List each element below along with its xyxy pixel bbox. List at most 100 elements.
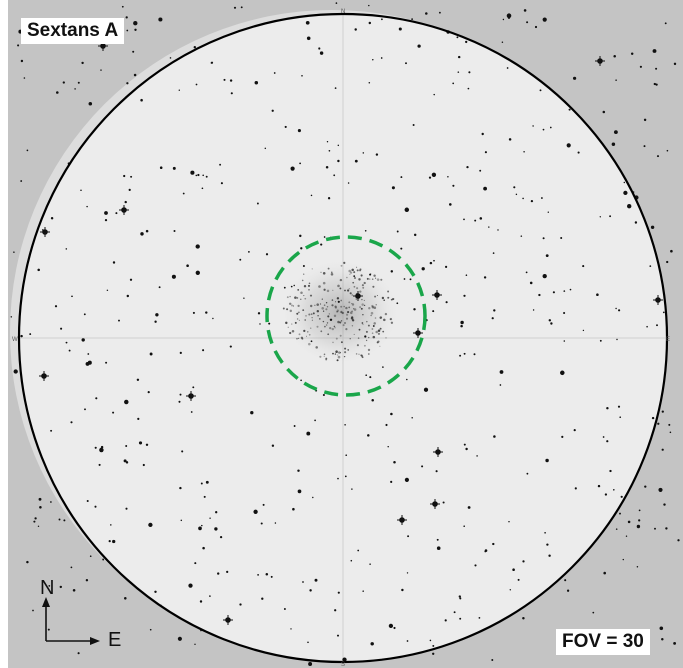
star bbox=[212, 317, 214, 320]
galaxy-speck bbox=[300, 298, 302, 300]
star bbox=[99, 447, 104, 453]
galaxy-speck bbox=[361, 322, 364, 324]
galaxy-speck bbox=[341, 311, 345, 315]
galaxy-speck bbox=[376, 278, 380, 281]
star bbox=[314, 419, 316, 422]
star bbox=[623, 190, 628, 196]
star bbox=[290, 166, 295, 171]
star bbox=[474, 219, 477, 222]
star bbox=[345, 454, 348, 457]
bright-star bbox=[653, 295, 663, 305]
star bbox=[199, 600, 203, 603]
galaxy-speck bbox=[316, 303, 319, 306]
star bbox=[98, 463, 101, 466]
galaxy-speck bbox=[377, 329, 381, 333]
galaxy-speck bbox=[354, 277, 356, 279]
star bbox=[17, 44, 20, 47]
compass-rose: N E bbox=[30, 575, 130, 655]
galaxy-speck bbox=[307, 284, 311, 287]
star bbox=[468, 71, 471, 74]
star bbox=[429, 639, 432, 642]
star bbox=[380, 57, 383, 59]
star bbox=[613, 130, 618, 135]
galaxy-speck bbox=[327, 267, 330, 270]
star bbox=[568, 108, 571, 111]
galaxy-speck bbox=[348, 269, 351, 273]
star bbox=[50, 217, 54, 220]
galaxy-speck bbox=[339, 287, 342, 290]
star bbox=[337, 144, 340, 147]
star bbox=[650, 225, 655, 230]
star bbox=[130, 175, 133, 178]
galaxy-speck bbox=[308, 333, 311, 336]
star bbox=[396, 230, 399, 233]
galaxy-speck bbox=[325, 301, 328, 304]
star bbox=[334, 609, 337, 612]
star bbox=[499, 384, 502, 386]
star bbox=[300, 247, 303, 250]
star bbox=[465, 447, 468, 451]
star bbox=[465, 40, 468, 44]
star bbox=[432, 652, 435, 655]
star bbox=[136, 378, 140, 382]
star bbox=[512, 568, 515, 571]
star bbox=[283, 286, 286, 289]
galaxy-speck bbox=[361, 284, 364, 287]
star bbox=[336, 634, 340, 637]
star bbox=[158, 286, 161, 289]
star bbox=[459, 617, 462, 620]
galaxy-speck bbox=[366, 277, 369, 280]
star bbox=[325, 165, 329, 169]
star bbox=[54, 305, 58, 308]
star bbox=[582, 265, 585, 268]
star bbox=[205, 480, 209, 484]
star bbox=[604, 493, 608, 496]
star bbox=[215, 511, 218, 514]
star bbox=[404, 477, 409, 482]
galaxy-speck bbox=[319, 303, 322, 305]
star bbox=[615, 307, 617, 310]
star bbox=[436, 538, 439, 541]
galaxy-speck bbox=[349, 271, 353, 274]
galaxy-speck bbox=[335, 337, 338, 340]
star bbox=[202, 349, 205, 352]
galaxy-speck bbox=[331, 327, 334, 331]
star bbox=[540, 197, 543, 199]
star bbox=[597, 484, 601, 488]
star bbox=[50, 501, 52, 503]
galaxy-speck bbox=[351, 325, 354, 327]
star bbox=[248, 251, 250, 253]
galaxy-speck bbox=[337, 284, 340, 288]
star bbox=[364, 230, 367, 232]
compass-east-label: E bbox=[108, 629, 122, 651]
star bbox=[58, 518, 61, 521]
galaxy-speck bbox=[330, 273, 334, 276]
star bbox=[220, 182, 223, 185]
galaxy-speck bbox=[371, 328, 374, 330]
galaxy-speck bbox=[363, 304, 366, 307]
star bbox=[337, 159, 340, 163]
galaxy-speck bbox=[340, 341, 343, 344]
star bbox=[436, 546, 441, 550]
star bbox=[550, 322, 553, 325]
star bbox=[463, 525, 465, 527]
star bbox=[459, 354, 462, 357]
star bbox=[493, 309, 496, 312]
star bbox=[262, 503, 265, 506]
star bbox=[257, 574, 259, 576]
edge-mark-top: N bbox=[341, 9, 345, 15]
star bbox=[421, 267, 425, 271]
star bbox=[133, 73, 137, 77]
star bbox=[125, 507, 128, 510]
star bbox=[618, 309, 621, 312]
galaxy-speck bbox=[322, 310, 325, 312]
star bbox=[636, 566, 639, 568]
star bbox=[173, 230, 176, 232]
star bbox=[677, 539, 680, 542]
galaxy-speck bbox=[302, 309, 305, 311]
galaxy-speck bbox=[367, 348, 371, 352]
star bbox=[657, 422, 660, 425]
star bbox=[142, 463, 145, 467]
star bbox=[549, 126, 552, 129]
